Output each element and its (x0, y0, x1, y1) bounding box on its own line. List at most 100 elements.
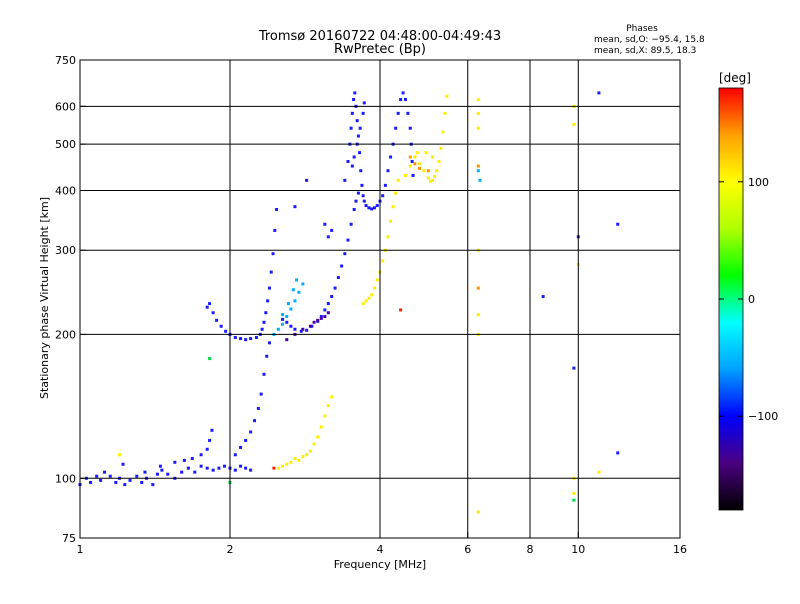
data-point (233, 468, 237, 472)
data-point (143, 470, 147, 474)
data-point (135, 474, 139, 478)
data-point (415, 151, 419, 155)
series-2 (272, 169, 482, 336)
y-tick-label: 75 (62, 532, 76, 545)
data-point (285, 462, 289, 466)
data-point (199, 453, 203, 457)
data-point (281, 464, 285, 468)
data-point (323, 222, 327, 226)
data-point (330, 228, 334, 232)
data-point (275, 208, 279, 212)
data-point (180, 470, 184, 474)
x-tick-label: 16 (673, 543, 687, 556)
data-point (186, 466, 190, 470)
data-point (233, 453, 237, 457)
data-point (597, 470, 601, 474)
data-point (367, 206, 371, 210)
data-point (343, 252, 347, 256)
data-point (190, 456, 194, 460)
colorbar: [deg] 100 0 −100 (718, 71, 778, 511)
data-point (476, 126, 480, 130)
data-point (361, 302, 365, 306)
data-point (428, 179, 432, 183)
data-point (572, 498, 576, 502)
colorbar-label: [deg] (719, 71, 751, 85)
data-point (128, 478, 132, 482)
data-point (244, 466, 248, 470)
data-point (326, 403, 330, 407)
data-point (301, 327, 305, 331)
data-point (367, 296, 371, 300)
data-point (394, 191, 398, 195)
data-point (431, 178, 435, 182)
data-point (445, 94, 449, 98)
data-point (308, 324, 312, 328)
data-point (289, 324, 293, 328)
data-point (285, 338, 289, 342)
data-point (121, 462, 125, 466)
data-point (408, 155, 412, 159)
data-point (95, 474, 99, 478)
data-point (330, 295, 334, 299)
data-point (305, 328, 309, 332)
data-point (389, 219, 393, 223)
data-point (173, 460, 177, 464)
data-point (205, 305, 209, 309)
data-point (476, 510, 480, 514)
grid-lines (80, 60, 680, 538)
y-tick-label: 400 (55, 184, 76, 197)
data-point (266, 299, 270, 303)
data-point (264, 311, 268, 315)
data-point (476, 313, 480, 317)
data-point (336, 276, 340, 280)
data-point (353, 91, 357, 95)
data-point (208, 302, 212, 306)
data-point (312, 442, 316, 446)
data-point (160, 468, 164, 472)
data-point (422, 169, 426, 173)
data-point (426, 169, 430, 173)
data-point (299, 329, 303, 333)
data-point (223, 464, 227, 468)
data-point (541, 295, 545, 299)
data-point (256, 406, 260, 410)
data-point (316, 435, 320, 439)
data-point (265, 354, 269, 358)
data-point (356, 134, 360, 138)
data-point (394, 126, 398, 130)
x-tick-label: 10 (571, 543, 585, 556)
data-points (78, 91, 620, 514)
data-point (308, 449, 312, 453)
data-point (364, 299, 368, 303)
data-point (117, 453, 121, 457)
data-point (289, 307, 293, 311)
data-point (417, 166, 421, 170)
data-point (355, 119, 359, 123)
data-point (361, 111, 365, 115)
data-point (295, 278, 299, 282)
data-point (408, 164, 412, 168)
data-point (403, 173, 407, 177)
data-point (262, 372, 266, 376)
data-point (217, 466, 221, 470)
data-point (123, 483, 127, 487)
data-point (260, 327, 264, 331)
info-panel-title: Phases (626, 24, 658, 34)
data-point (359, 169, 363, 173)
data-point (396, 178, 400, 182)
data-point (285, 314, 289, 318)
series-4 (408, 155, 480, 290)
data-point (254, 336, 258, 340)
data-point (373, 206, 377, 210)
data-point (408, 126, 412, 130)
data-point (413, 162, 417, 166)
data-point (426, 176, 430, 180)
data-point (323, 308, 327, 312)
data-point (381, 259, 385, 263)
data-point (293, 327, 297, 331)
data-point (276, 327, 280, 331)
data-point (401, 91, 405, 95)
data-point (239, 337, 243, 341)
x-tick-label: 4 (377, 543, 384, 556)
data-point (476, 286, 480, 290)
